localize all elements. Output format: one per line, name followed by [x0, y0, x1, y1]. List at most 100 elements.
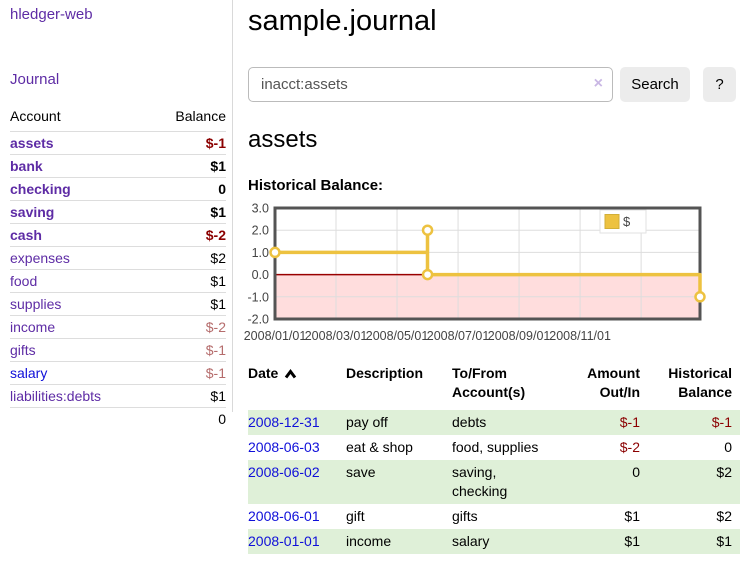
account-row: supplies $1	[10, 292, 226, 316]
account-name-cell: supplies	[10, 293, 150, 316]
account-name-cell: assets	[10, 132, 150, 155]
app-brand-link[interactable]: hledger-web	[10, 6, 93, 23]
txn-date-link[interactable]: 2008-01-01	[248, 533, 320, 549]
clear-search-icon[interactable]: ×	[593, 75, 603, 92]
account-link-checking[interactable]: checking	[10, 181, 71, 197]
txn-date-cell: 2008-01-01	[248, 529, 338, 554]
account-name-cell: gifts	[10, 339, 150, 362]
txn-amount: $-2	[619, 439, 640, 455]
help-button[interactable]: ?	[703, 67, 736, 102]
account-balance: $2	[210, 250, 226, 266]
txn-balance: $-1	[711, 414, 732, 430]
account-link-liabilities:debts[interactable]: liabilities:debts	[10, 388, 102, 404]
sidebar-item-journal[interactable]: Journal	[10, 71, 60, 88]
transactions-table: Date Description To/From Account(s) Amount Ou…	[248, 362, 740, 554]
account-name-cell: bank	[10, 155, 150, 178]
chart-x-tick-label: 2008/01/01	[244, 329, 306, 343]
chart-point	[421, 268, 434, 281]
account-link-salary[interactable]: salary	[10, 365, 48, 381]
account-link-assets[interactable]: assets	[10, 135, 54, 151]
txn-date-link[interactable]: 2008-06-02	[248, 464, 320, 480]
txn-header-line2: Account(s)	[452, 384, 526, 400]
account-row: expenses $2	[10, 246, 226, 270]
account-link-food[interactable]: food	[10, 273, 38, 289]
accounts-table: Account Balance assets $-1 bank $1 checking 0…	[10, 106, 226, 430]
txn-header-line1: To/From	[452, 365, 507, 381]
account-balance: 0	[218, 181, 226, 197]
search-form: × Search?	[248, 67, 736, 102]
txn-accounts: salary	[452, 533, 490, 549]
txn-header-line1: Amount	[587, 365, 640, 381]
chart-x-tick-label: 2008/03/01	[305, 329, 368, 343]
chart-point	[421, 224, 434, 236]
txn-accounts: debts	[452, 414, 487, 430]
account-link-income[interactable]: income	[10, 319, 56, 335]
account-link-cash[interactable]: cash	[10, 227, 42, 243]
txn-balance: $2	[716, 508, 732, 524]
txn-date-link[interactable]: 2008-06-03	[248, 439, 320, 455]
txn-date-cell: 2008-06-03	[248, 435, 338, 460]
search-button[interactable]: Search	[620, 67, 690, 102]
account-balance: $-1	[205, 342, 226, 358]
chart-y-tick-label: 1.0	[252, 246, 269, 260]
txn-header-line1: Description	[346, 365, 424, 381]
txn-description: pay off	[346, 414, 388, 430]
txn-date-link[interactable]: 2008-12-31	[248, 414, 320, 430]
account-balance: $-2	[205, 227, 226, 243]
account-balance: $-1	[205, 135, 226, 151]
txn-accounts: food, supplies	[452, 439, 539, 455]
transaction-row: 2008-01-01 income salary $1 $1	[248, 529, 740, 554]
account-name-cell: liabilities:debts	[10, 385, 150, 408]
account-link-supplies[interactable]: supplies	[10, 296, 62, 312]
txn-header-line1: Date	[248, 364, 330, 383]
account-heading: assets	[248, 126, 318, 153]
accounts-table-header: Account Balance	[10, 106, 226, 132]
account-row: checking 0	[10, 177, 226, 201]
txn-header-line2: Out/In	[599, 384, 640, 400]
account-balance: $1	[210, 273, 226, 289]
account-balance: $1	[210, 388, 226, 404]
accounts-total-row: 0	[10, 407, 226, 431]
account-row: bank $1	[10, 154, 226, 178]
account-row: income $-2	[10, 315, 226, 339]
search-input[interactable]	[248, 67, 613, 102]
chart-x-tick-label: 2008/11/01	[549, 329, 611, 343]
account-balance: $-1	[205, 365, 226, 381]
account-link-gifts[interactable]: gifts	[10, 342, 36, 358]
txn-header-line2: Balance	[678, 384, 732, 400]
account-link-bank[interactable]: bank	[10, 158, 43, 174]
txn-accounts: saving, checking	[452, 464, 508, 499]
account-name-cell: expenses	[10, 247, 150, 270]
txn-header-date[interactable]: Date	[248, 362, 338, 410]
chart-title: Historical Balance:	[248, 177, 384, 194]
txn-amount: $-1	[619, 414, 640, 430]
account-link-expenses[interactable]: expenses	[10, 250, 70, 266]
account-name-cell: income	[10, 316, 150, 339]
account-balance: $1	[210, 158, 226, 174]
sort-asc-icon	[285, 369, 297, 379]
account-balance: $1	[210, 204, 226, 220]
account-balance: $1	[210, 296, 226, 312]
transaction-row: 2008-06-01 gift gifts $1 $2	[248, 504, 740, 529]
chart-y-tick-label: -2.0	[247, 313, 269, 327]
accounts-total-balance: 0	[218, 411, 226, 427]
txn-header-tofrom: To/From Account(s)	[444, 362, 578, 410]
txn-balance: $2	[716, 464, 732, 480]
txn-amount: $1	[624, 508, 640, 524]
main-content: sample.journal × Search? assets Historic…	[244, 0, 742, 582]
txn-description: gift	[346, 508, 365, 524]
txn-description: eat & shop	[346, 439, 413, 455]
account-row: salary $-1	[10, 361, 226, 385]
account-link-saving[interactable]: saving	[10, 204, 55, 220]
historical-balance-chart[interactable]: $3.0 2.0 1.0 0.0 -1.0 -2.0 2008/01/012008/03/0…	[244, 203, 714, 353]
accounts-total-spacer	[10, 408, 150, 431]
transaction-row: 2008-06-02 save saving, checking 0 $2	[248, 460, 740, 504]
transaction-row: 2008-06-03 eat & shop food, supplies $-2 0	[248, 435, 740, 460]
chart-point	[269, 246, 281, 259]
chart-y-tick-label: 3.0	[252, 203, 269, 216]
chart-x-tick-label: 2008/05/01	[366, 329, 429, 343]
chart-y-tick-label: -1.0	[247, 290, 269, 304]
chart-y-tick-label: 0.0	[252, 268, 269, 282]
txn-date-link[interactable]: 2008-06-01	[248, 508, 320, 524]
